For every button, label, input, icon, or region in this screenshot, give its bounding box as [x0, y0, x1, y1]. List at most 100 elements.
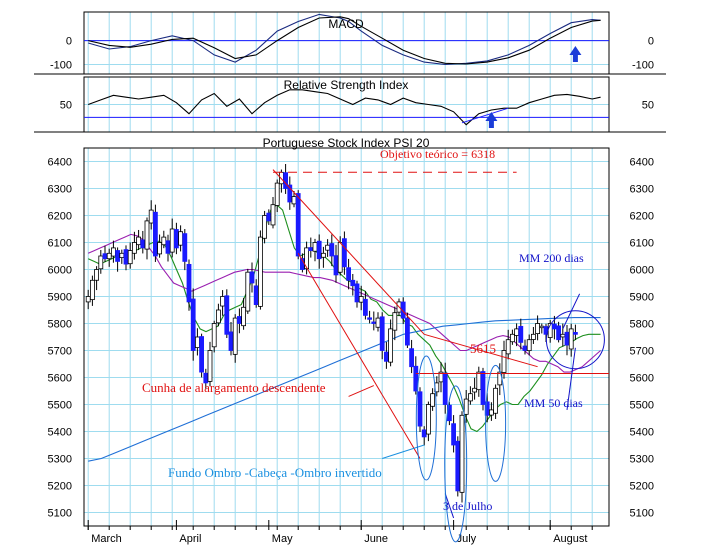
candle-body	[161, 236, 167, 246]
target-annotation: Objetivo teórico = 6318	[380, 147, 495, 161]
candle-body	[392, 312, 398, 331]
price-tick-right: 6400	[630, 157, 654, 169]
candle-body	[232, 317, 238, 355]
candle-body	[493, 387, 499, 414]
ma50-pointer	[566, 347, 576, 410]
candle-body	[325, 244, 331, 251]
candle-body	[388, 328, 394, 363]
candle-body	[358, 296, 364, 303]
price-tick-left: 6300	[48, 184, 72, 196]
candle-body	[350, 279, 356, 287]
candle-body	[283, 172, 289, 189]
candle-body	[484, 401, 490, 416]
price-tick-right: 5900	[630, 292, 654, 304]
candle-body	[379, 316, 385, 351]
moving-average-short	[87, 203, 601, 433]
ma-crossover-circle	[545, 310, 605, 370]
candle-body	[165, 240, 171, 254]
price-tick-left: 5300	[48, 454, 72, 466]
candle-body	[182, 233, 188, 262]
candle-body	[207, 350, 213, 382]
macd-line-signal	[88, 16, 601, 65]
candle-body	[501, 350, 507, 373]
candle-body	[463, 398, 469, 415]
candle-body	[190, 298, 196, 351]
candle-body	[241, 306, 247, 327]
candle-body	[316, 240, 322, 260]
macd-title: MACD	[328, 17, 364, 31]
candle-body	[430, 393, 436, 407]
wedge-annotation: Cunha de alargamento descendente	[142, 380, 326, 395]
candle-body	[119, 252, 125, 258]
candle-body	[157, 242, 163, 255]
candle-body	[94, 269, 99, 281]
rsi-up-arrow-icon	[485, 112, 498, 128]
month-label: August	[553, 533, 587, 545]
candle-body	[169, 228, 175, 253]
date-annotation: 3 de Julho	[443, 499, 492, 513]
candle-body	[220, 296, 226, 307]
candle-body	[320, 252, 326, 258]
candle-body	[375, 317, 381, 328]
candle-body	[199, 336, 205, 373]
wedge-upper-ext-line	[424, 333, 538, 368]
candle-body	[560, 333, 566, 338]
price-tick-right: 5400	[630, 427, 654, 439]
price-tick-right: 6100	[630, 238, 654, 250]
wedge-pointer-line	[348, 385, 374, 397]
candle-body	[98, 255, 104, 270]
candle-body	[85, 296, 91, 303]
price-panel-frame	[83, 147, 610, 527]
price-tick-left: 6000	[48, 265, 72, 277]
price-tick-left: 5400	[48, 427, 72, 439]
price-tick-left: 6400	[48, 157, 72, 169]
macd-tick-right: -100	[632, 59, 654, 71]
candle-body	[266, 212, 272, 222]
candle-body	[102, 253, 108, 260]
price-tick-right: 5300	[630, 454, 654, 466]
month-label: June	[364, 533, 388, 545]
macd-tick-left: -100	[50, 59, 72, 71]
panel-frames	[34, 11, 666, 527]
rsi-trend-line	[461, 107, 509, 124]
wedge-lower-line	[297, 253, 421, 459]
candle-body	[509, 333, 515, 343]
candle-body	[337, 242, 343, 273]
right-shoulder-ellipse	[485, 364, 507, 482]
price-tick-left: 5500	[48, 400, 72, 412]
candle-body	[383, 351, 389, 362]
candle-body	[417, 391, 423, 427]
candle-body	[333, 255, 339, 276]
ma50-annotation: MM 50 dias	[524, 396, 583, 410]
candle-body	[215, 309, 221, 324]
candle-body	[308, 247, 314, 252]
candle-body	[573, 332, 578, 335]
rsi-tick-left: 50	[60, 100, 72, 112]
price-title: Portuguese Stock Index PSI 20	[263, 136, 430, 150]
macd-panel: 0 0 -100 -100	[50, 13, 654, 71]
price-tick-left: 5600	[48, 373, 72, 385]
candle-body	[136, 236, 142, 246]
candle-body	[518, 325, 524, 343]
macd-line-macd	[88, 13, 601, 66]
candle-body	[131, 242, 137, 254]
price-panel: 6400 6400 6300 6300 6200 6200 6100 6100 6000 6000…	[48, 157, 654, 546]
candle-body	[556, 325, 561, 341]
candle-body	[312, 242, 318, 252]
candle-body	[115, 250, 120, 262]
candle-body	[140, 239, 146, 249]
candle-body	[253, 285, 259, 305]
candle-body	[362, 298, 368, 316]
hs-annotation: Fundo Ombro -Cabeça -Ombro invertido	[168, 465, 382, 480]
candle-body	[295, 193, 301, 257]
rsi-line	[88, 89, 601, 126]
month-label: May	[272, 533, 293, 545]
candle-body	[531, 333, 536, 340]
candle-body	[274, 182, 280, 206]
candle-body	[568, 328, 574, 350]
candle-body	[270, 204, 276, 226]
candle-body	[552, 323, 557, 330]
candle-body	[480, 371, 486, 405]
candle-body	[127, 250, 133, 265]
